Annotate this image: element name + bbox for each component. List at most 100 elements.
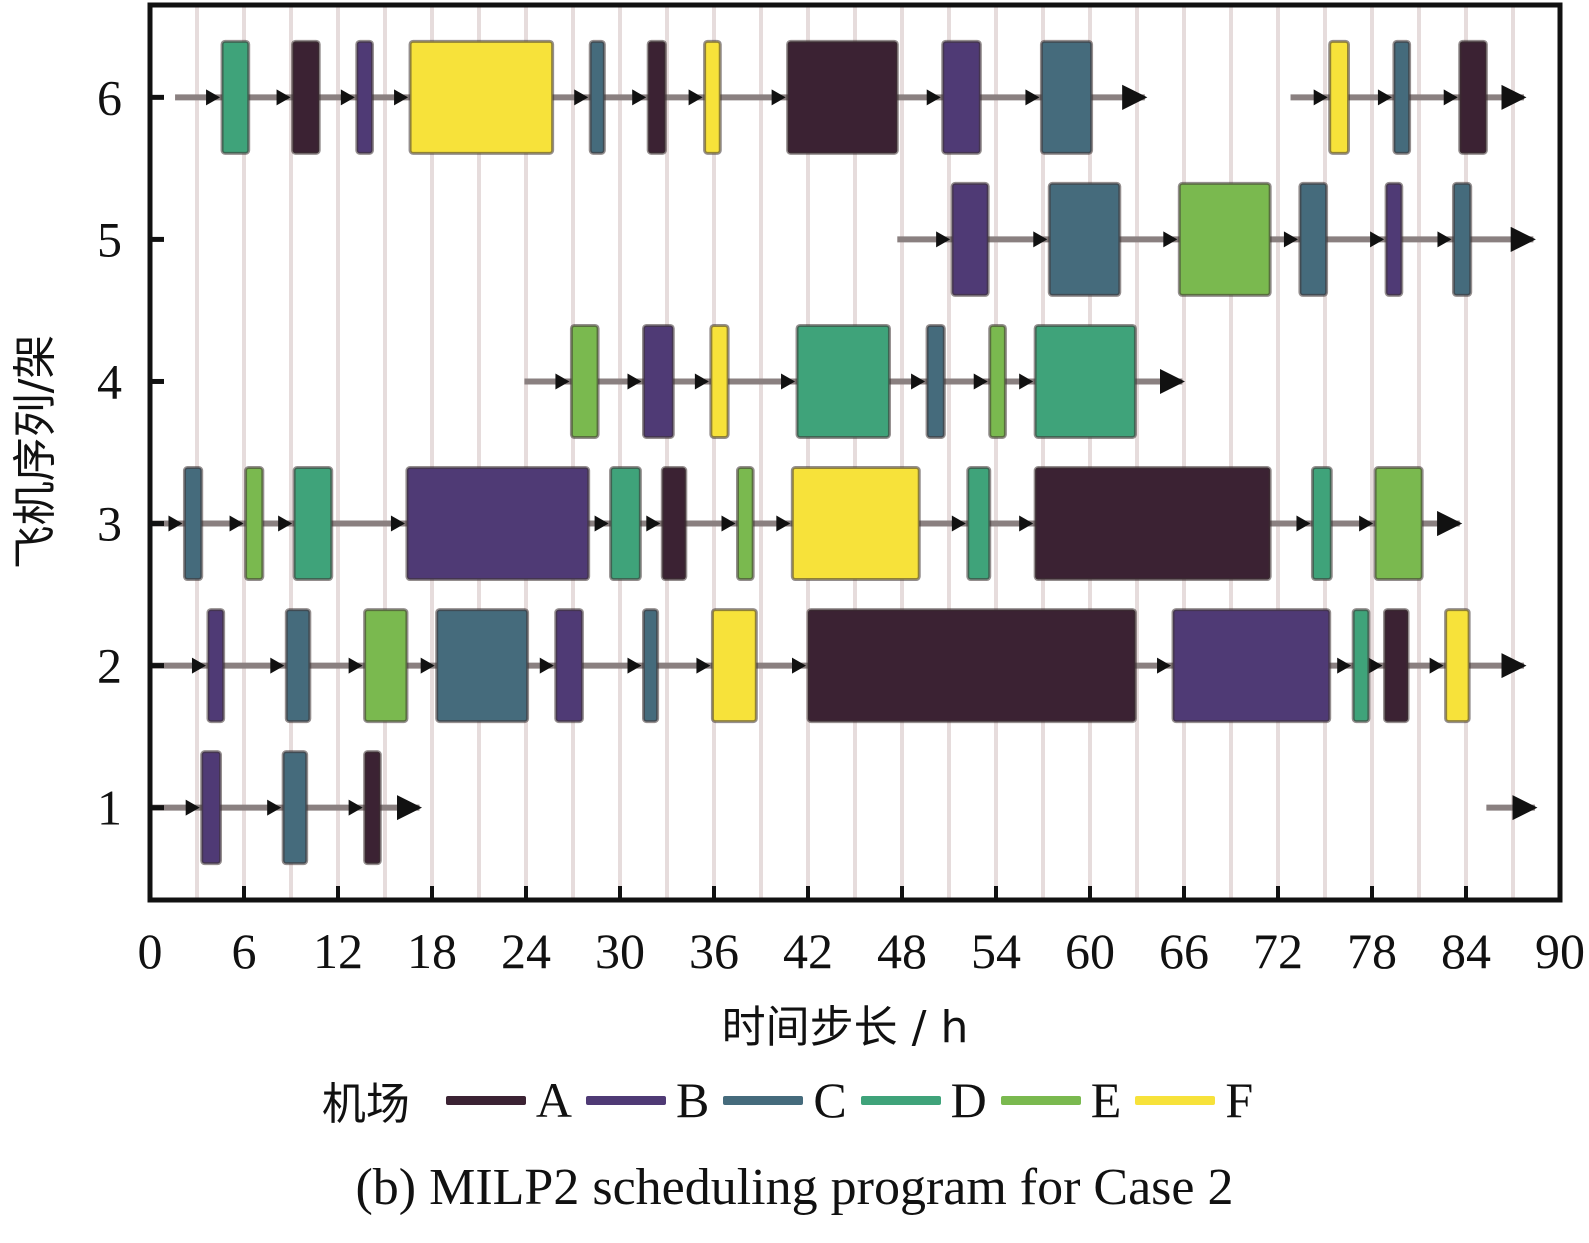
legend-item-E: E — [1000, 1071, 1121, 1129]
task-block-D-aircraft-6 — [220, 39, 251, 155]
arrow-icon — [911, 373, 926, 390]
task-block-B-aircraft-6 — [355, 39, 374, 155]
legend-swatch — [860, 1095, 941, 1105]
task-block-C-aircraft-3 — [182, 466, 204, 582]
x-tick-label: 66 — [1159, 923, 1209, 979]
arrow-icon — [1025, 89, 1040, 106]
task-block-E-aircraft-3 — [244, 466, 265, 582]
legend-label: F — [1225, 1072, 1254, 1128]
arrow-icon — [394, 89, 409, 106]
task-block-E-aircraft-3 — [736, 466, 755, 582]
figure-caption: (b) MILP2 scheduling program for Case 2 — [355, 1159, 1234, 1216]
x-tick-label: 36 — [689, 923, 739, 979]
arrow-icon — [276, 89, 291, 106]
legend-swatch — [585, 1095, 666, 1105]
y-axis-title: 飞机序列/架 — [10, 335, 61, 570]
y-tick-labels: 1 2 3 4 5 6 — [97, 69, 122, 835]
arrow-icon — [1337, 657, 1352, 674]
legend-item-B: B — [585, 1071, 709, 1129]
task-block-F-aircraft-2 — [710, 608, 758, 724]
arrow-icon — [688, 89, 703, 106]
arrow-icon — [206, 89, 221, 106]
task-block-B-aircraft-2 — [206, 608, 226, 724]
task-block-C-aircraft-5 — [1298, 181, 1329, 297]
task-block-C-aircraft-2 — [284, 608, 312, 724]
arrow-icon — [555, 373, 570, 390]
task-block-E-aircraft-3 — [1373, 466, 1424, 582]
legend-item-A: A — [445, 1071, 572, 1129]
task-block-A-aircraft-3 — [660, 466, 688, 582]
task-block-F-aircraft-6 — [703, 39, 722, 155]
task-block-A-aircraft-2 — [1383, 608, 1410, 724]
arrow-icon — [1157, 657, 1172, 674]
task-block-D-aircraft-2 — [1351, 608, 1371, 724]
task-block-B-aircraft-2 — [1171, 608, 1332, 724]
task-block-D-aircraft-3 — [966, 466, 992, 582]
y-tick-label: 4 — [97, 353, 122, 409]
task-block-A-aircraft-1 — [363, 750, 382, 866]
arrow-icon — [781, 373, 796, 390]
x-tick-label: 84 — [1441, 923, 1491, 979]
task-block-F-aircraft-6 — [1328, 39, 1350, 155]
arrow-icon — [1163, 231, 1178, 248]
x-tick-label: 78 — [1347, 923, 1397, 979]
x-axis-title: 时间步长 / h — [722, 1002, 969, 1053]
arrow-icon — [1359, 515, 1374, 532]
task-block-D-aircraft-3 — [292, 466, 334, 582]
legend-item-F: F — [1135, 1071, 1253, 1129]
task-block-B-aircraft-5 — [1384, 181, 1404, 297]
arrow-icon — [1019, 515, 1034, 532]
x-tick-label: 72 — [1253, 923, 1303, 979]
arrow-icon — [1033, 231, 1048, 248]
arrow-icon — [574, 89, 589, 106]
legend-item-D: D — [860, 1071, 987, 1129]
y-tick-label: 6 — [97, 69, 122, 125]
task-block-F-aircraft-3 — [790, 466, 921, 582]
task-block-C-aircraft-5 — [1451, 181, 1473, 297]
x-tick-label: 60 — [1065, 923, 1115, 979]
x-tick-labels: 0 6 12 18 24 30 36 42 48 54 60 66 72 78 84 90 — [138, 923, 1586, 979]
task-block-F-aircraft-2 — [1444, 608, 1471, 724]
arrow-icon — [340, 89, 355, 106]
arrow-icon — [185, 799, 200, 816]
arrow-icon — [594, 515, 609, 532]
task-block-C-aircraft-4 — [925, 323, 946, 439]
task-block-A-aircraft-3 — [1033, 466, 1272, 582]
task-block-B-aircraft-6 — [941, 39, 982, 155]
legend-swatch — [723, 1095, 804, 1105]
arrow-icon — [1019, 373, 1034, 390]
arrow-icon — [627, 657, 642, 674]
x-tick-label: 48 — [877, 923, 927, 979]
arrow-icon — [1377, 89, 1392, 106]
legend-title: 机场 — [321, 1079, 410, 1130]
task-block-D-aircraft-3 — [1310, 466, 1333, 582]
legend-item-C: C — [723, 1071, 847, 1129]
legend-swatch — [445, 1095, 526, 1105]
task-block-A-aircraft-6 — [1458, 39, 1488, 155]
arrow-icon — [191, 657, 206, 674]
arrow-icon — [646, 515, 661, 532]
y-tick-label: 5 — [97, 211, 122, 267]
legend-swatch — [1000, 1095, 1081, 1105]
task-block-A-aircraft-2 — [806, 608, 1137, 724]
task-block-E-aircraft-5 — [1177, 181, 1272, 297]
task-block-B-aircraft-5 — [950, 181, 990, 297]
arrow-icon — [267, 799, 282, 816]
task-block-D-aircraft-3 — [609, 466, 642, 582]
arrow-icon — [776, 515, 791, 532]
axis-ticks — [150, 94, 1468, 900]
task-block-E-aircraft-4 — [988, 323, 1007, 439]
arrow-icon — [792, 657, 806, 674]
arrow-icon — [348, 657, 363, 674]
task-block-B-aircraft-1 — [200, 750, 222, 866]
arrow-icon — [926, 89, 941, 106]
arrow-icon — [390, 515, 405, 532]
arrow-icon — [1313, 89, 1328, 106]
x-tick-label: 24 — [501, 923, 551, 979]
task-block-C-aircraft-1 — [281, 750, 309, 866]
arrow-icon — [936, 231, 951, 248]
legend-label: D — [950, 1072, 987, 1128]
task-block-C-aircraft-6 — [1392, 39, 1412, 155]
arrow-icon — [721, 515, 736, 532]
